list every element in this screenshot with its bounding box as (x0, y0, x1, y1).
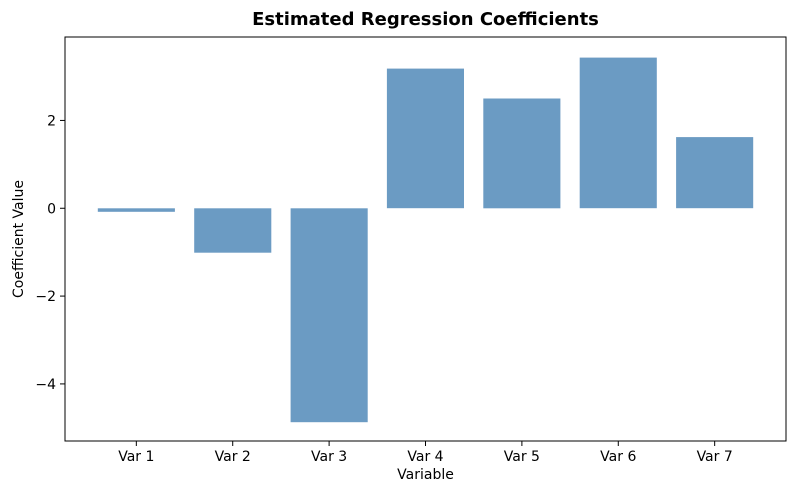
x-tick-label-var-4: Var 4 (407, 449, 443, 465)
bar-var-6 (579, 57, 657, 209)
bar-var-7 (676, 137, 754, 209)
chart-title: Estimated Regression Coefficients (252, 9, 599, 30)
bar-var-3 (290, 208, 368, 423)
x-tick-label-var-1: Var 1 (118, 449, 154, 465)
y-tick-label: 2 (47, 113, 56, 129)
x-tick-label-var-5: Var 5 (504, 449, 540, 465)
x-axis-label: Variable (397, 467, 454, 483)
y-tick-label: −4 (35, 377, 56, 393)
x-tick-label-var-3: Var 3 (311, 449, 347, 465)
y-tick-label: −2 (35, 289, 56, 305)
bar-var-4 (386, 68, 464, 209)
y-tick-label: 0 (47, 201, 56, 217)
bar-var-2 (194, 208, 272, 253)
x-tick-label-var-2: Var 2 (215, 449, 251, 465)
x-tick-label-var-6: Var 6 (600, 449, 636, 465)
bar-var-1 (97, 208, 175, 212)
x-tick-label-var-7: Var 7 (697, 449, 733, 465)
bar-var-5 (483, 98, 561, 209)
y-axis-label: Coefficient Value (11, 180, 27, 298)
